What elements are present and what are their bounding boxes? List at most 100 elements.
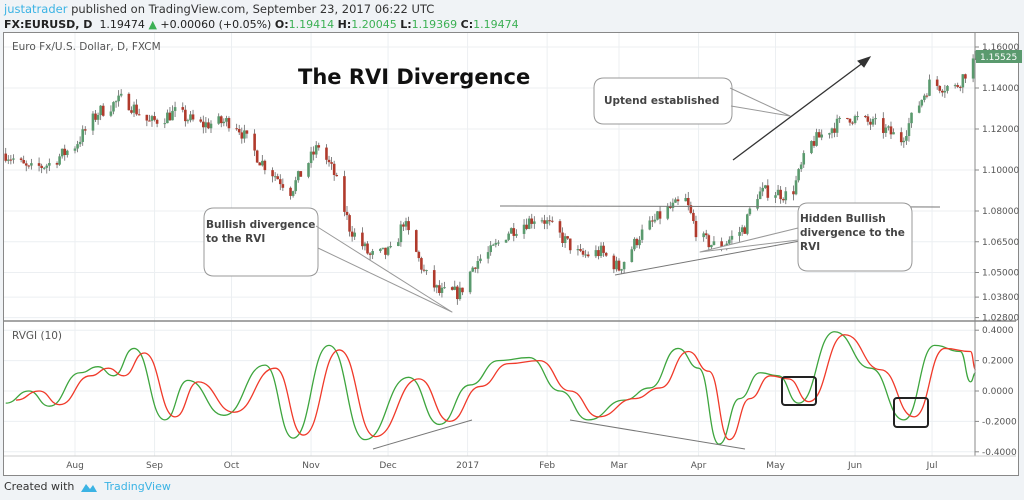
highlight-boxes[interactable]: [781, 376, 929, 428]
candle: [94, 109, 97, 122]
rvi-divergence-line-1[interactable]: [372, 419, 473, 450]
candle-body: [545, 220, 549, 224]
candle: [153, 111, 156, 122]
callout-hidden-bullish-text: Hidden Bullish divergence to the RVI: [800, 213, 905, 253]
author-link[interactable]: justatrader: [4, 2, 68, 16]
candle-body: [761, 187, 764, 192]
candle-body: [887, 126, 890, 128]
candle: [24, 160, 28, 172]
candle-body: [414, 230, 418, 252]
candle: [774, 192, 777, 203]
candle: [6, 155, 10, 165]
candle: [899, 127, 903, 146]
candle: [953, 83, 957, 89]
candle: [630, 246, 634, 263]
candle-body: [96, 115, 100, 120]
candle-body: [486, 252, 490, 259]
candle-body: [171, 110, 174, 121]
candle-body: [899, 132, 903, 143]
candle-body: [738, 232, 741, 236]
tradingview-link[interactable]: TradingView: [104, 480, 171, 493]
candle-body: [66, 150, 69, 156]
candle: [30, 158, 33, 170]
open-label: O:: [274, 18, 289, 31]
candle: [148, 114, 151, 122]
candle-body: [797, 169, 800, 181]
time-axis[interactable]: Aug Sep Oct Nov Dec 2017 Feb Mar Apr May Jun Jul: [66, 461, 937, 471]
candle-body: [558, 221, 562, 233]
x-tick-label: Apr: [691, 461, 707, 471]
rvi-tick-label: -0.2000: [982, 417, 1017, 427]
candle: [217, 113, 220, 125]
candle-body: [343, 176, 346, 212]
candle-body: [874, 118, 877, 120]
candle-body: [450, 287, 454, 290]
candle-body: [774, 195, 777, 198]
highlight-box-1[interactable]: [781, 376, 817, 406]
candle-body: [561, 232, 564, 243]
candle-body: [153, 116, 156, 120]
candle: [938, 85, 942, 94]
candle: [479, 254, 482, 264]
candle: [864, 114, 867, 119]
candle: [889, 121, 893, 139]
candle: [974, 50, 977, 60]
candle-body: [766, 185, 770, 198]
candle-body: [925, 95, 929, 97]
candle-body: [402, 224, 405, 227]
candle-body: [658, 211, 662, 219]
candle-body: [689, 205, 693, 213]
callout-hidden-bullish[interactable]: Hidden Bullish divergence to the RVI: [699, 202, 913, 272]
candle-body: [48, 163, 51, 166]
price-change: +0.00060 (+0.05%): [160, 18, 272, 31]
candle: [743, 225, 747, 234]
candle: [73, 146, 77, 154]
higher-lows-line[interactable]: [614, 240, 801, 276]
candle-body: [758, 191, 762, 200]
candle: [368, 252, 372, 261]
rvi-axis[interactable]: 0.4000 0.2000 0.0000 -0.2000 -0.4000: [975, 326, 1017, 458]
candle: [545, 217, 549, 230]
candle: [817, 129, 821, 138]
candle: [597, 246, 600, 260]
candle-body: [702, 233, 705, 238]
low-label: L:: [400, 18, 412, 31]
candle: [289, 186, 292, 200]
callout-bullish[interactable]: Bullish divergence to the RVI: [203, 207, 453, 313]
rvi-tick-label: 0.4000: [982, 326, 1014, 336]
candle: [666, 203, 670, 221]
candle: [271, 167, 274, 183]
callout-uptrend[interactable]: Uptend established: [593, 77, 791, 125]
highlight-box-2[interactable]: [893, 397, 929, 428]
candle-body: [199, 119, 203, 122]
price-axis[interactable]: 1.16000 1.14000 1.12000 1.10000 1.08000 1.065…: [975, 43, 1019, 324]
callout-bullish-bubble: [203, 207, 453, 313]
candle-body: [730, 235, 734, 240]
candle-body: [24, 163, 28, 166]
candle-body: [425, 270, 428, 272]
candle: [686, 191, 690, 211]
candle-body: [389, 246, 392, 248]
candle: [648, 216, 652, 231]
candle: [399, 220, 403, 247]
candle-body: [420, 258, 423, 270]
candle: [4, 147, 8, 163]
candle-body: [964, 74, 967, 79]
candle: [291, 190, 295, 198]
uptrend-arrow[interactable]: [732, 61, 865, 161]
candle: [792, 185, 795, 201]
y-tick-label: 1.12000: [982, 125, 1019, 135]
candle: [702, 231, 705, 242]
candle: [81, 125, 84, 146]
candle: [884, 124, 888, 137]
candle-body: [707, 235, 711, 248]
candle-body: [471, 267, 475, 272]
candle-body: [432, 270, 436, 288]
x-tick-label: Sep: [146, 461, 163, 471]
candle: [101, 103, 105, 117]
candle: [450, 286, 454, 291]
rvi-divergence-line-2[interactable]: [569, 419, 746, 450]
y-tick-label: 1.14000: [982, 84, 1019, 94]
candle-body: [255, 150, 259, 163]
